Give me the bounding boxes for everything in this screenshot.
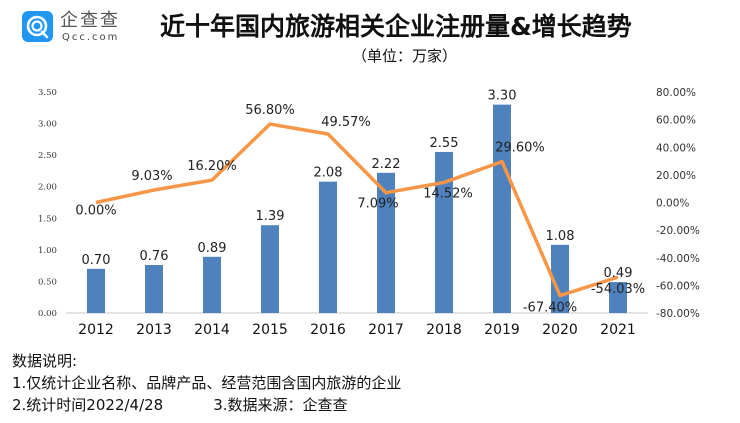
bar-data-label: 2.55: [430, 136, 459, 151]
line-data-label: -54.03%: [591, 282, 645, 297]
line-data-label: 49.57%: [321, 115, 371, 130]
notes-heading: 数据说明:: [12, 352, 78, 370]
x-axis-label: 2016: [310, 322, 346, 338]
bar-data-label: 1.08: [546, 229, 575, 244]
x-axis-label: 2019: [484, 322, 520, 338]
left-axis-tick: 1.50: [38, 214, 57, 224]
x-axis-label: 2013: [136, 322, 172, 338]
left-axis-tick: 2.50: [38, 151, 57, 161]
notes-line-1: 1.仅统计企业名称、品牌产品、经营范围含国内旅游的企业: [12, 374, 402, 392]
bar-data-label: 0.49: [604, 266, 633, 281]
bar-data-label: 2.08: [314, 166, 343, 181]
combo-chart: 0.00 0.50 1.00 1.50 2.00 2.50 3.00 3.50 -80.00%…: [38, 87, 700, 338]
right-axis-tick: 80.00%: [656, 87, 696, 99]
bar-data-label: 0.76: [140, 249, 169, 264]
bar: [319, 181, 337, 313]
line-data-label: 29.60%: [495, 141, 545, 156]
bar-data-labels: 0.70 0.76 0.89 1.39 2.08 2.22 2.55 3.30 1.08 0.49: [82, 89, 633, 281]
bar: [377, 172, 395, 313]
qcc-logo-icon: [22, 11, 53, 42]
bar-series: [87, 104, 627, 313]
line-data-label: 56.80%: [245, 103, 295, 118]
right-axis-tick: 20.00%: [656, 170, 696, 182]
line-data-label: 9.03%: [131, 169, 172, 184]
x-axis-label: 2014: [194, 322, 230, 338]
left-axis-tick: 3.00: [38, 120, 57, 130]
growth-line: [95, 122, 619, 298]
bar-data-label: 1.39: [256, 209, 285, 224]
notes-line-2: 2.统计时间2022/4/28: [12, 396, 164, 414]
x-axis-label: 2012: [78, 322, 114, 338]
right-axis-tick: 60.00%: [656, 115, 696, 127]
bar: [261, 225, 279, 313]
line-data-label: -67.40%: [523, 301, 577, 316]
bar: [609, 282, 627, 313]
right-axis-tick: 0.00%: [656, 198, 689, 210]
logo-text-en: Qcc.com: [62, 32, 120, 43]
bar-data-label: 0.70: [82, 253, 111, 268]
x-axis-label: 2015: [252, 322, 288, 338]
line-data-label: 7.09%: [357, 197, 398, 212]
bar-data-label: 2.22: [372, 157, 401, 172]
x-axis-label: 2020: [542, 322, 578, 338]
line-data-label: 0.00%: [75, 204, 116, 219]
chart-subtitle: （单位：万家）: [352, 47, 458, 65]
chart-title: 近十年国内旅游相关企业注册量&增长趋势: [160, 12, 632, 41]
line-data-label: 16.20%: [187, 159, 237, 174]
right-axis-tick: -60.00%: [656, 280, 700, 292]
bar-data-label: 0.89: [198, 241, 227, 256]
left-axis: 0.00 0.50 1.00 1.50 2.00 2.50 3.00 3.50: [38, 88, 57, 319]
left-axis-tick: 3.50: [38, 88, 57, 98]
right-axis: -80.00% -60.00% -40.00% -20.00% 0.00% 20.00% 4…: [656, 87, 700, 320]
bar: [493, 104, 511, 313]
line-data-label: 14.52%: [423, 186, 473, 201]
right-axis-tick: -40.00%: [656, 253, 700, 265]
bar-data-label: 3.30: [488, 89, 517, 104]
notes-line-2-row: 2.统计时间2022/4/28 3.数据来源：企查查: [12, 394, 401, 416]
qcc-logo: 企查查 Qcc.com: [22, 11, 142, 45]
bar: [435, 151, 453, 313]
x-axis-label: 2017: [368, 322, 404, 338]
data-notes: 数据说明: 1.仅统计企业名称、品牌产品、经营范围含国内旅游的企业 2.统计时间…: [12, 350, 401, 416]
right-axis-tick: -20.00%: [656, 225, 700, 237]
x-axis-labels: 2012 2013 2014 2015 2016 2017 2018 2019 2020 2021: [78, 322, 636, 338]
left-axis-tick: 0.50: [38, 277, 57, 287]
x-axis-label: 2018: [426, 322, 462, 338]
bar: [87, 268, 105, 313]
bar: [145, 265, 163, 313]
left-axis-tick: 2.00: [38, 183, 57, 193]
line-data-labels: 0.00% 9.03% 16.20% 56.80% 49.57% 7.09% 14.52% 2…: [75, 103, 645, 316]
left-axis-tick: 1.00: [38, 246, 57, 256]
right-axis-tick: -80.00%: [656, 308, 700, 320]
x-axis-label: 2021: [600, 322, 636, 338]
bar: [203, 256, 221, 313]
logo-text-cn: 企查查: [60, 10, 120, 31]
left-axis-tick: 0.00: [38, 309, 57, 319]
notes-line-3: 3.数据来源：企查查: [213, 396, 348, 414]
right-axis-tick: 40.00%: [656, 142, 696, 154]
